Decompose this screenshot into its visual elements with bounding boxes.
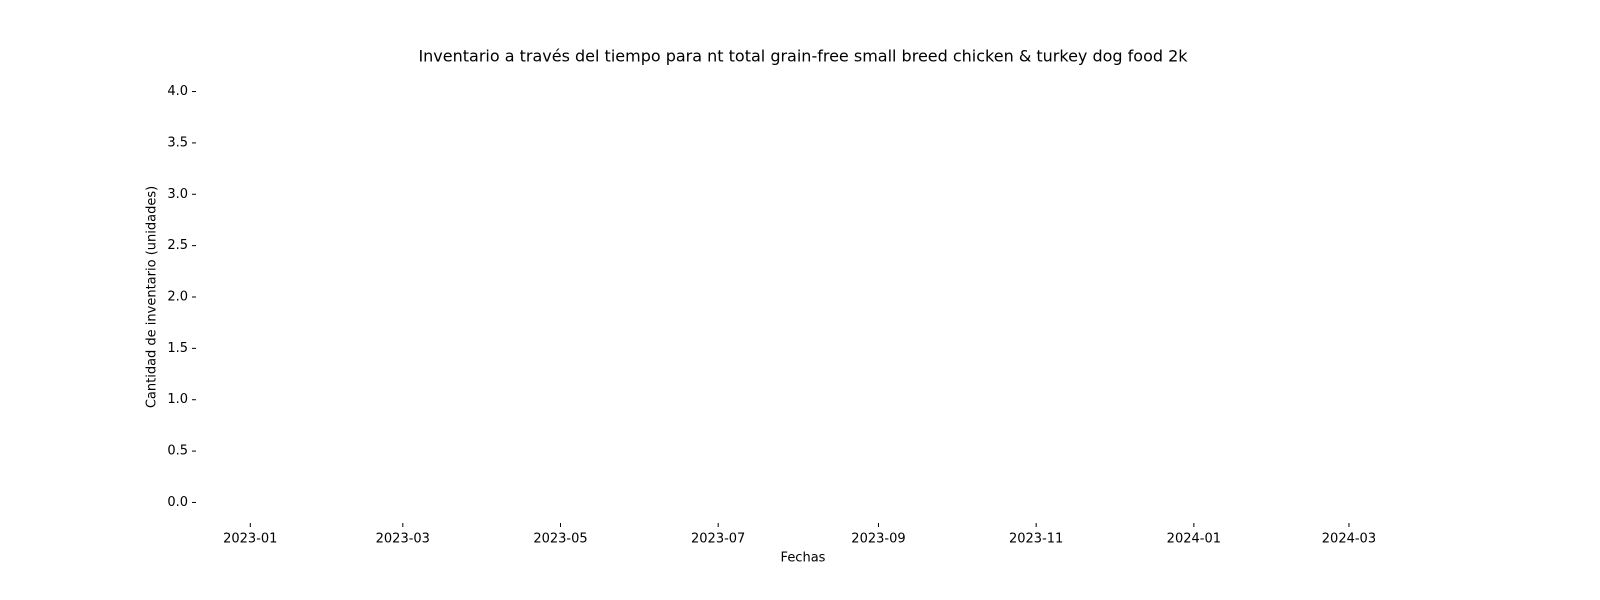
x-tick-label: 2023-03 — [376, 532, 430, 547]
x-tick-label: 2024-01 — [1167, 532, 1221, 547]
x-axis-label: Fechas — [781, 551, 826, 566]
x-tick-label: 2023-11 — [1009, 532, 1063, 547]
y-tick-label: 0.0 — [167, 495, 188, 510]
y-tick-label: 3.5 — [167, 135, 188, 150]
chart-title: Inventario a través del tiempo para nt t… — [418, 47, 1188, 66]
x-tick-label: 2023-05 — [533, 532, 587, 547]
y-tick-label: 0.5 — [167, 444, 188, 459]
x-tick-label: 2023-01 — [223, 532, 277, 547]
x-tick-label: 2023-07 — [691, 532, 745, 547]
y-tick-label: 3.0 — [167, 187, 188, 202]
y-tick-label: 4.0 — [167, 84, 188, 99]
y-axis-label: Cantidad de inventario (unidades) — [145, 186, 160, 408]
y-tick-label: 1.0 — [167, 392, 188, 407]
x-tick-label: 2023-09 — [851, 532, 905, 547]
x-tick-label: 2024-03 — [1322, 532, 1376, 547]
y-tick-label: 2.0 — [167, 290, 188, 305]
y-tick-label: 1.5 — [167, 341, 188, 356]
y-tick-label: 2.5 — [167, 238, 188, 253]
